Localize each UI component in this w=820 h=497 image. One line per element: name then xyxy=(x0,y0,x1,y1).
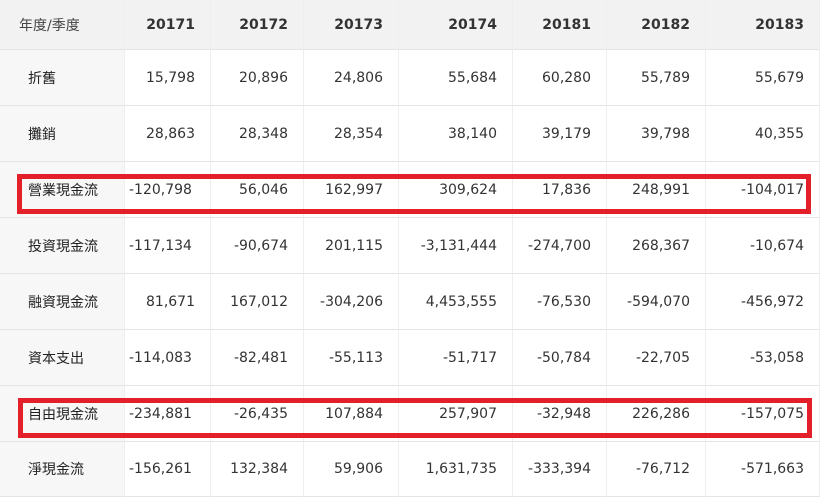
table-cell: -156,261 xyxy=(125,442,211,497)
table-cell: 20,896 xyxy=(211,50,304,106)
table-cell: -76,712 xyxy=(607,442,706,497)
table-cell: 257,907 xyxy=(399,386,513,442)
table-cell: -456,972 xyxy=(706,274,820,330)
column-header-20171: 20171 xyxy=(125,0,211,50)
table-cell: -10,674 xyxy=(706,218,820,274)
table-cell: -333,394 xyxy=(513,442,607,497)
table-cell: 4,453,555 xyxy=(399,274,513,330)
table-cell: -594,070 xyxy=(607,274,706,330)
column-header-20182: 20182 xyxy=(607,0,706,50)
table-cell: 81,671 xyxy=(125,274,211,330)
table-cell: -274,700 xyxy=(513,218,607,274)
table-cell: -104,017 xyxy=(706,162,820,218)
column-header-20181: 20181 xyxy=(513,0,607,50)
table-cell: 107,884 xyxy=(304,386,399,442)
table-cell: -234,881 xyxy=(125,386,211,442)
table-cell: -157,075 xyxy=(706,386,820,442)
row-label-free-cash-flow: 自由現金流 xyxy=(0,386,125,442)
table-cell: 1,631,735 xyxy=(399,442,513,497)
table-cell: -50,784 xyxy=(513,330,607,386)
table-cell: 56,046 xyxy=(211,162,304,218)
table-cell: 59,906 xyxy=(304,442,399,497)
table-cell: 55,789 xyxy=(607,50,706,106)
table-cell: 15,798 xyxy=(125,50,211,106)
table-cell: 28,348 xyxy=(211,106,304,162)
table-cell: 24,806 xyxy=(304,50,399,106)
table-cell: -117,134 xyxy=(125,218,211,274)
table-cell: -51,717 xyxy=(399,330,513,386)
header-label: 年度/季度 xyxy=(0,0,125,50)
table-cell: 132,384 xyxy=(211,442,304,497)
table-cell: -32,948 xyxy=(513,386,607,442)
table-cell: 309,624 xyxy=(399,162,513,218)
table-cell: -571,663 xyxy=(706,442,820,497)
row-label-operating-cash-flow: 營業現金流 xyxy=(0,162,125,218)
table-cell: 226,286 xyxy=(607,386,706,442)
row-label-capital-expenditure: 資本支出 xyxy=(0,330,125,386)
table-cell: 201,115 xyxy=(304,218,399,274)
table-cell: -114,083 xyxy=(125,330,211,386)
column-header-20172: 20172 xyxy=(211,0,304,50)
table-cell: -22,705 xyxy=(607,330,706,386)
table-cell: 268,367 xyxy=(607,218,706,274)
table-cell: 55,679 xyxy=(706,50,820,106)
column-header-20173: 20173 xyxy=(304,0,399,50)
table-cell: 38,140 xyxy=(399,106,513,162)
table-cell: 40,355 xyxy=(706,106,820,162)
table-cell: 162,997 xyxy=(304,162,399,218)
table-cell: 28,354 xyxy=(304,106,399,162)
table-cell: 28,863 xyxy=(125,106,211,162)
table-cell: 17,836 xyxy=(513,162,607,218)
table-cell: -82,481 xyxy=(211,330,304,386)
table-cell: -53,058 xyxy=(706,330,820,386)
row-label-amortization: 攤銷 xyxy=(0,106,125,162)
column-header-20183: 20183 xyxy=(706,0,820,50)
row-label-investing-cash-flow: 投資現金流 xyxy=(0,218,125,274)
table-cell: -26,435 xyxy=(211,386,304,442)
row-label-financing-cash-flow: 融資現金流 xyxy=(0,274,125,330)
table-cell: -3,131,444 xyxy=(399,218,513,274)
column-header-20174: 20174 xyxy=(399,0,513,50)
table-cell: -55,113 xyxy=(304,330,399,386)
row-label-depreciation: 折舊 xyxy=(0,50,125,106)
table-cell: 39,798 xyxy=(607,106,706,162)
table-cell: -90,674 xyxy=(211,218,304,274)
table-cell: 248,991 xyxy=(607,162,706,218)
table-cell: -76,530 xyxy=(513,274,607,330)
table-cell: 60,280 xyxy=(513,50,607,106)
row-label-net-cash-flow: 淨現金流 xyxy=(0,442,125,497)
table-cell: 167,012 xyxy=(211,274,304,330)
table-cell: 39,179 xyxy=(513,106,607,162)
table-cell: -120,798 xyxy=(125,162,211,218)
table-cell: 55,684 xyxy=(399,50,513,106)
table-cell: -304,206 xyxy=(304,274,399,330)
